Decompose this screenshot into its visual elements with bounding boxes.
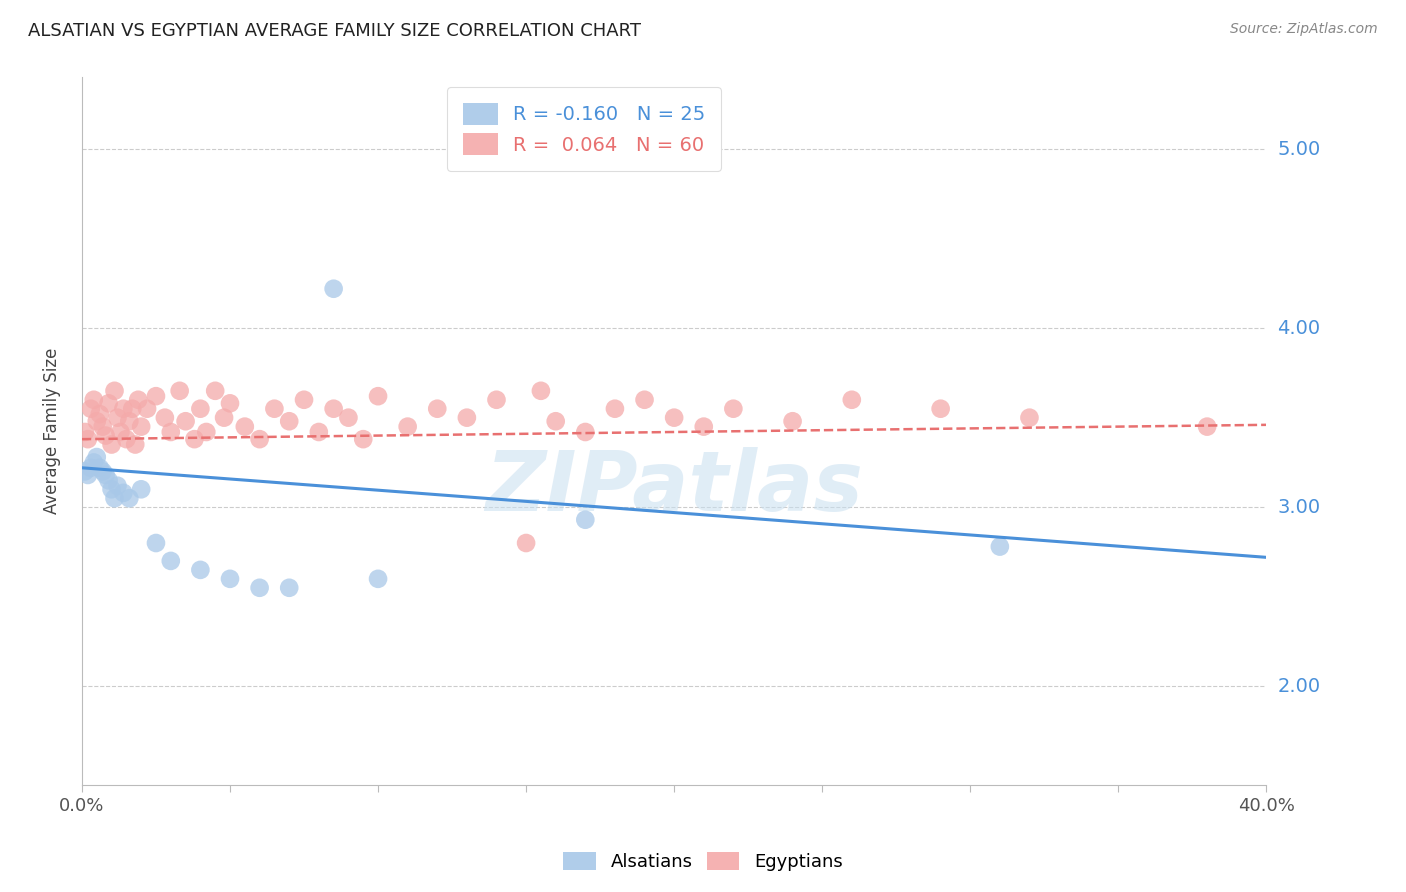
Point (485, 392, 508, 407)
Point (73, 425, 96, 439)
Point (515, 536, 537, 550)
Point (190, 563, 212, 577)
Point (190, 401, 212, 416)
Point (118, 491, 141, 506)
Point (278, 581, 301, 595)
Point (73, 464, 96, 478)
Point (367, 389, 389, 403)
Point (112, 401, 135, 416)
Point (107, 410, 129, 425)
Point (86, 414, 108, 428)
Point (107, 479, 129, 493)
Point (77, 467, 100, 482)
Point (204, 384, 226, 398)
Point (219, 396, 242, 410)
Point (841, 392, 863, 407)
Point (693, 419, 716, 434)
Point (530, 384, 553, 398)
Point (249, 432, 271, 446)
Point (77, 432, 100, 446)
Point (337, 410, 360, 425)
Point (100, 483, 122, 497)
Point (574, 513, 596, 527)
Point (112, 486, 135, 500)
Point (83, 455, 105, 469)
Point (195, 425, 218, 439)
Point (91, 464, 114, 478)
Point (89, 407, 111, 421)
Point (118, 414, 141, 428)
Point (115, 432, 138, 446)
Point (292, 392, 315, 407)
Point (544, 414, 567, 428)
Text: ZIPatlas: ZIPatlas (485, 447, 863, 528)
Point (94, 467, 117, 482)
Point (426, 401, 449, 416)
Text: Source: ZipAtlas.com: Source: ZipAtlas.com (1230, 22, 1378, 37)
Point (86, 450, 108, 464)
Point (662, 410, 685, 425)
Point (80, 460, 103, 475)
Point (124, 437, 146, 451)
Point (94, 428, 117, 442)
Point (367, 572, 389, 586)
Text: 5.00: 5.00 (1278, 139, 1320, 159)
Point (263, 401, 285, 416)
Point (1197, 419, 1219, 434)
Point (145, 389, 167, 403)
Legend: Alsatians, Egyptians: Alsatians, Egyptians (557, 845, 849, 879)
Point (988, 540, 1011, 554)
Point (322, 401, 344, 416)
Text: 4.00: 4.00 (1278, 318, 1320, 338)
Point (723, 401, 745, 416)
Point (110, 425, 132, 439)
Point (100, 437, 122, 451)
Point (233, 419, 256, 434)
Point (121, 401, 143, 416)
Point (212, 410, 235, 425)
Point (129, 483, 152, 497)
Point (1018, 410, 1040, 425)
Point (782, 414, 804, 428)
Point (83, 392, 105, 407)
Point (145, 536, 167, 550)
Point (322, 282, 344, 296)
Point (103, 491, 125, 506)
Legend: R = -0.160   N = 25, R =  0.064   N = 60: R = -0.160 N = 25, R = 0.064 N = 60 (447, 87, 721, 171)
Point (159, 425, 181, 439)
Point (396, 419, 419, 434)
Point (91, 419, 114, 434)
Text: 2.00: 2.00 (1278, 677, 1320, 696)
Point (127, 392, 149, 407)
Point (574, 425, 596, 439)
Point (129, 419, 152, 434)
Point (352, 432, 374, 446)
Point (80, 401, 103, 416)
Point (153, 410, 176, 425)
Point (633, 392, 655, 407)
Point (89, 460, 111, 475)
Point (174, 414, 197, 428)
Text: 3.00: 3.00 (1278, 498, 1320, 516)
Point (183, 432, 205, 446)
Point (603, 401, 626, 416)
Point (308, 425, 330, 439)
Point (456, 410, 478, 425)
Point (159, 554, 181, 568)
Point (278, 414, 301, 428)
Text: ALSATIAN VS EGYPTIAN AVERAGE FAMILY SIZE CORRELATION CHART: ALSATIAN VS EGYPTIAN AVERAGE FAMILY SIZE… (28, 22, 641, 40)
Point (929, 401, 952, 416)
Point (97, 473, 120, 487)
Point (103, 384, 125, 398)
Point (249, 581, 271, 595)
Point (219, 572, 242, 586)
Point (169, 384, 191, 398)
Point (97, 396, 120, 410)
Y-axis label: Average Family Size: Average Family Size (44, 348, 60, 515)
Point (136, 401, 159, 416)
